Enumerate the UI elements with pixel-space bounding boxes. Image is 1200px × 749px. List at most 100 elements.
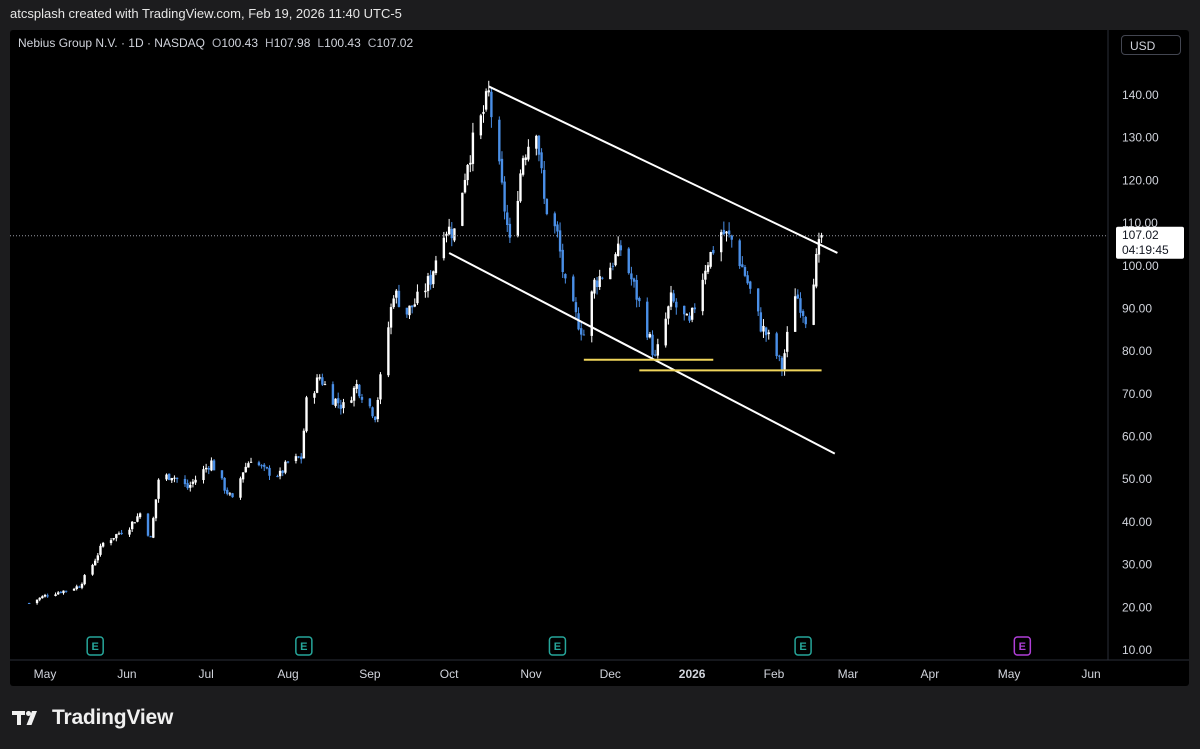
candle-body bbox=[191, 481, 195, 484]
earnings-marker-icon bbox=[295, 636, 313, 656]
price-chart[interactable]: 10.00 20.00 30.00 40.00 50.00 60.00 70.00 80.00… bbox=[10, 30, 1189, 686]
candle-body bbox=[498, 119, 501, 162]
time-tick-label: Dec bbox=[600, 667, 621, 681]
price-tick-label: 140.00 bbox=[1122, 88, 1159, 102]
candle-body bbox=[442, 237, 446, 259]
candle-body bbox=[212, 460, 216, 471]
candle-body bbox=[537, 135, 541, 155]
candle-body bbox=[389, 307, 393, 328]
candle-body bbox=[564, 274, 567, 279]
candle-body bbox=[387, 327, 390, 376]
candle-body bbox=[368, 398, 372, 407]
candle-body bbox=[239, 478, 242, 498]
symbol-legend: Nebius Group N.V. · 1D · NASDAQ O100.43 H1… bbox=[18, 36, 413, 50]
candle-body bbox=[780, 357, 784, 371]
candle-body bbox=[138, 513, 142, 518]
candle-body bbox=[331, 384, 335, 405]
candle-body bbox=[720, 232, 723, 253]
candle-body bbox=[611, 265, 615, 267]
time-tick-label: Oct bbox=[440, 667, 459, 681]
candle-body bbox=[154, 499, 158, 519]
channel-upper-trendline bbox=[488, 85, 838, 254]
candle-body bbox=[595, 280, 599, 288]
candle-body bbox=[648, 334, 652, 338]
candle-body bbox=[690, 307, 694, 320]
candle-body bbox=[516, 200, 520, 237]
time-tick-label: May bbox=[34, 667, 57, 681]
candle-body bbox=[265, 467, 269, 469]
price-tick-label: 40.00 bbox=[1122, 515, 1152, 529]
candle-body bbox=[450, 228, 453, 239]
candle-body bbox=[572, 276, 575, 302]
price-tick-label: 30.00 bbox=[1122, 558, 1152, 572]
candle-body bbox=[630, 273, 633, 280]
candle-body bbox=[38, 597, 41, 600]
candle-body bbox=[820, 235, 823, 238]
candle-body bbox=[775, 333, 778, 357]
candle-body bbox=[453, 228, 456, 241]
candle-body bbox=[35, 599, 39, 604]
earnings-marker-icon bbox=[1013, 636, 1032, 656]
candle-body bbox=[226, 489, 229, 494]
candle-body bbox=[524, 157, 527, 160]
low-value: 100.43 bbox=[324, 36, 361, 50]
candle-body bbox=[506, 212, 509, 225]
candle-body bbox=[675, 301, 678, 308]
candle-body bbox=[767, 332, 770, 335]
candle-body bbox=[508, 223, 512, 238]
candle-body bbox=[627, 248, 630, 274]
open-value: 100.43 bbox=[221, 36, 259, 50]
candle-body bbox=[638, 297, 641, 302]
candle-body bbox=[27, 602, 31, 604]
candle-body bbox=[490, 91, 493, 118]
candle-body bbox=[688, 315, 691, 321]
price-tick-label: 90.00 bbox=[1122, 301, 1152, 315]
candle-body bbox=[175, 477, 179, 479]
candle-body bbox=[709, 252, 712, 267]
candle-body bbox=[57, 592, 60, 595]
candle-body bbox=[149, 536, 152, 538]
candle-body bbox=[268, 467, 271, 476]
currency-selector[interactable]: USD bbox=[1121, 35, 1181, 55]
open-label: O bbox=[211, 36, 222, 50]
earnings-marker-icon bbox=[794, 636, 812, 656]
candle-body bbox=[260, 465, 263, 467]
candle-body bbox=[540, 152, 543, 169]
candle-body bbox=[804, 317, 807, 325]
candle-body bbox=[466, 164, 469, 181]
time-tick-label: Apr bbox=[921, 667, 940, 681]
brand-name: TradingView bbox=[52, 706, 174, 729]
candle-body bbox=[580, 328, 583, 335]
candle-body bbox=[83, 575, 86, 585]
symbol-title: Nebius Group N.V. · 1D · NASDAQ bbox=[18, 36, 205, 50]
price-tick-label: 110.00 bbox=[1122, 216, 1158, 230]
candle-body bbox=[593, 279, 596, 294]
candle-body bbox=[186, 483, 189, 489]
candle-body bbox=[305, 397, 308, 432]
candle-body bbox=[64, 590, 68, 592]
last-price-badge bbox=[1116, 226, 1184, 259]
candle-body bbox=[793, 296, 797, 332]
candle-body bbox=[358, 384, 361, 397]
candle-body bbox=[410, 305, 414, 308]
candle-body bbox=[101, 542, 105, 547]
candle-body bbox=[371, 407, 374, 417]
candle-body bbox=[727, 230, 731, 235]
candle-body bbox=[672, 293, 675, 302]
candle-body bbox=[683, 305, 686, 315]
candle-body bbox=[189, 484, 192, 488]
candle-body bbox=[445, 233, 448, 236]
candle-body bbox=[75, 586, 78, 590]
candle-body bbox=[244, 466, 247, 473]
close-label: C bbox=[367, 36, 377, 50]
candle-body bbox=[764, 327, 768, 336]
candle-body bbox=[553, 213, 556, 227]
candle-body bbox=[336, 398, 340, 404]
candle-body bbox=[817, 239, 821, 255]
high-label: H bbox=[265, 36, 274, 50]
candle-body bbox=[424, 290, 427, 293]
candle-body bbox=[712, 249, 715, 254]
candle-body bbox=[619, 245, 623, 251]
chart-panel[interactable]: 10.00 20.00 30.00 40.00 50.00 60.00 70.00 80.00… bbox=[10, 30, 1189, 686]
candle-body bbox=[80, 583, 84, 588]
